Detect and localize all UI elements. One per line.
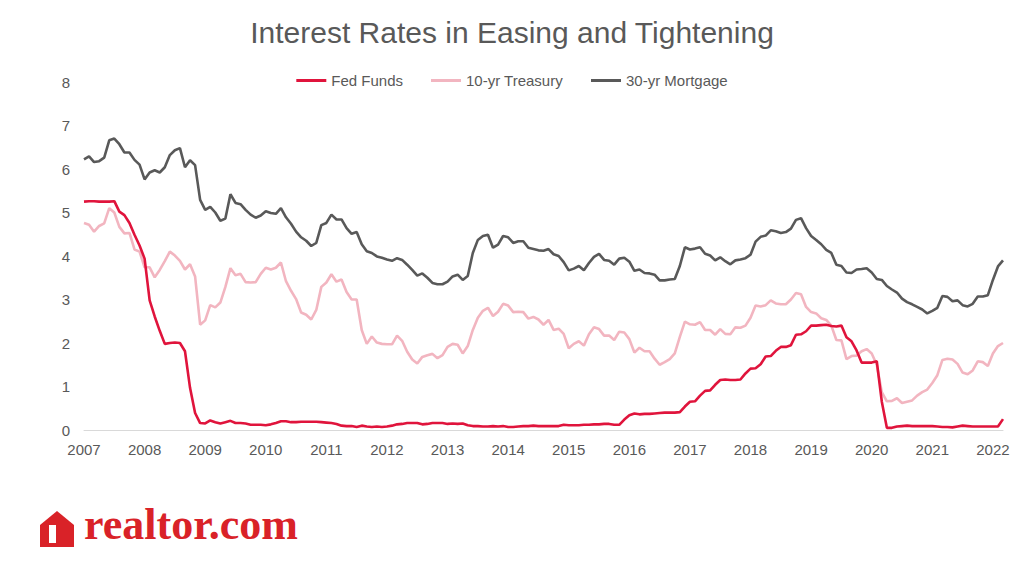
svg-text:2014: 2014 xyxy=(491,441,524,458)
svg-text:30-yr Mortgage: 30-yr Mortgage xyxy=(626,72,728,89)
svg-text:2010: 2010 xyxy=(249,441,282,458)
svg-text:2018: 2018 xyxy=(734,441,767,458)
svg-text:2021: 2021 xyxy=(916,441,949,458)
svg-text:0: 0 xyxy=(62,422,70,439)
svg-text:2011: 2011 xyxy=(310,441,342,458)
svg-text:2020: 2020 xyxy=(855,441,888,458)
svg-text:6: 6 xyxy=(62,161,70,178)
svg-text:5: 5 xyxy=(62,204,70,221)
svg-text:2008: 2008 xyxy=(128,441,161,458)
svg-text:Interest Rates in Easing and T: Interest Rates in Easing and Tightening xyxy=(250,16,774,49)
svg-text:2017: 2017 xyxy=(673,441,706,458)
svg-text:2022: 2022 xyxy=(976,441,1009,458)
svg-text:2019: 2019 xyxy=(794,441,827,458)
svg-text:2015: 2015 xyxy=(552,441,585,458)
svg-text:2007: 2007 xyxy=(67,441,100,458)
svg-text:2012: 2012 xyxy=(370,441,403,458)
svg-text:Fed Funds: Fed Funds xyxy=(331,72,403,89)
svg-text:1: 1 xyxy=(62,378,70,395)
svg-text:2: 2 xyxy=(62,335,70,352)
svg-text:3: 3 xyxy=(62,291,70,308)
svg-text:8: 8 xyxy=(62,74,70,91)
svg-text:2013: 2013 xyxy=(431,441,464,458)
svg-text:10-yr Treasury: 10-yr Treasury xyxy=(466,72,563,89)
svg-text:2009: 2009 xyxy=(188,441,221,458)
svg-text:2016: 2016 xyxy=(613,441,646,458)
svg-text:7: 7 xyxy=(62,117,70,134)
svg-text:4: 4 xyxy=(62,248,70,265)
svg-text:realtor.com: realtor.com xyxy=(84,500,298,549)
